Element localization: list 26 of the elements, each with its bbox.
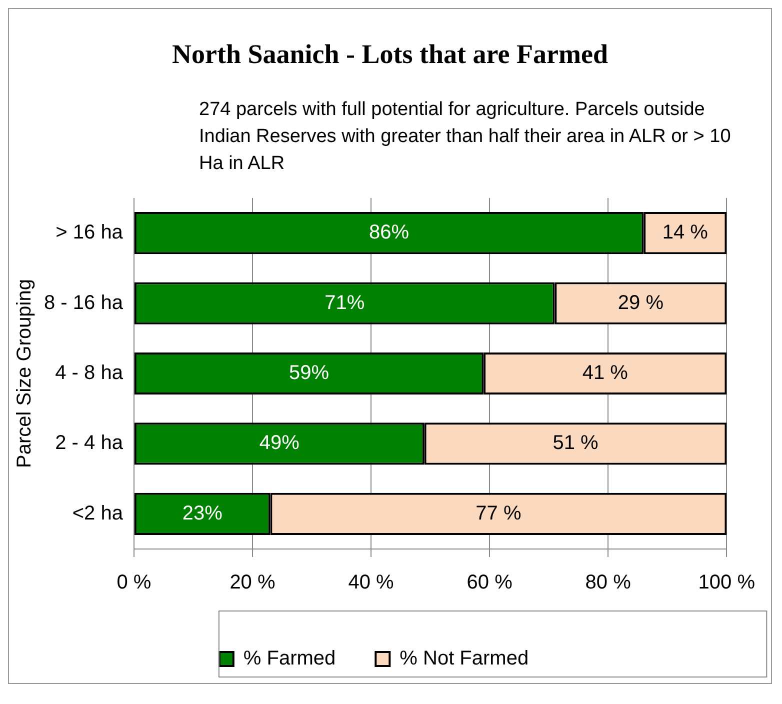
- legend-label: % Farmed: [243, 648, 336, 670]
- data-label: 77 %: [476, 502, 522, 524]
- data-label: 51 %: [552, 432, 599, 454]
- data-label: 41 %: [582, 362, 628, 384]
- data-label: 86%: [369, 222, 410, 244]
- data-label: 49%: [259, 432, 300, 454]
- chart-subtitle: 274 parcels with full potential for agriculture. Parcels outside Indian Reserves with greater than half their area in ALR or > 10 Ha in ALR: [199, 98, 732, 176]
- x-tick-label: 20 %: [230, 572, 276, 594]
- data-label: 29 %: [618, 292, 664, 314]
- legend-label: % Not Farmed: [400, 648, 529, 670]
- x-tick-label: 100 %: [698, 572, 756, 594]
- x-tick-label: 80 %: [585, 572, 632, 594]
- y-tick-label: 8 - 16 ha: [44, 292, 124, 314]
- x-tick-label: 40 %: [348, 572, 394, 594]
- data-label: 71%: [324, 292, 365, 314]
- chart-title: North Saanich - Lots that are Farmed: [171, 38, 609, 71]
- data-label: 23%: [182, 502, 223, 524]
- x-tick-label: 60 %: [466, 572, 513, 594]
- y-tick-label: <2 ha: [72, 502, 124, 524]
- y-tick-label: 4 - 8 ha: [55, 362, 124, 384]
- data-label: 14 %: [662, 222, 708, 244]
- y-axis-title: Parcel Size Grouping: [14, 279, 36, 468]
- data-label: 59%: [289, 362, 330, 384]
- x-tick-label: 0 %: [116, 572, 152, 594]
- y-tick-label: 2 - 4 ha: [55, 432, 124, 454]
- y-tick-label: > 16 ha: [56, 222, 124, 244]
